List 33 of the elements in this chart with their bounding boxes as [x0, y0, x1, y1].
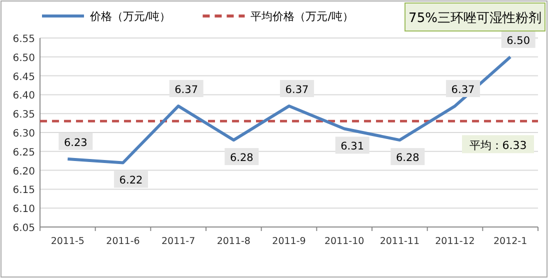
x-tick-label: 2011-9 [272, 236, 306, 247]
data-label: 6.37 [174, 84, 198, 96]
data-label: 6.37 [285, 84, 309, 96]
data-label: 6.28 [230, 152, 254, 164]
y-tick-label: 6.45 [12, 72, 35, 83]
y-tick-label: 6.05 [12, 223, 35, 234]
x-tick-label: 2011-10 [324, 236, 364, 247]
x-tick-label: 2011-12 [435, 236, 475, 247]
x-tick-label: 2011-5 [50, 236, 84, 247]
data-label: 6.50 [506, 34, 530, 47]
legend-label: 平均价格（万元/吨） [250, 10, 354, 23]
x-tick-label: 2012-1 [494, 236, 528, 247]
x-tick-label: 2011-7 [162, 236, 196, 247]
annotation: 平均：6.33 [469, 139, 527, 152]
y-tick-label: 6.40 [12, 90, 35, 102]
chart-title: 75%三环唑可湿性粉剂 [408, 10, 542, 26]
y-tick-label: 6.25 [12, 147, 35, 158]
data-label: 6.37 [451, 84, 475, 96]
x-tick-label: 2011-6 [106, 236, 140, 247]
legend-label: 价格（万元/吨） [89, 10, 171, 23]
y-tick-label: 6.15 [12, 185, 35, 196]
y-tick-label: 6.30 [12, 128, 35, 140]
y-tick-label: 6.50 [12, 52, 35, 64]
data-label: 6.23 [64, 136, 88, 149]
y-tick-label: 6.55 [12, 34, 35, 45]
data-label: 6.22 [119, 174, 143, 187]
x-tick-label: 2011-8 [216, 236, 250, 247]
y-tick-label: 6.10 [12, 204, 35, 216]
data-label: 6.28 [396, 152, 420, 164]
y-tick-label: 6.20 [12, 166, 35, 178]
x-tick-label: 2011-11 [380, 236, 420, 247]
y-tick-label: 6.35 [12, 110, 35, 121]
data-label: 6.31 [340, 140, 364, 153]
